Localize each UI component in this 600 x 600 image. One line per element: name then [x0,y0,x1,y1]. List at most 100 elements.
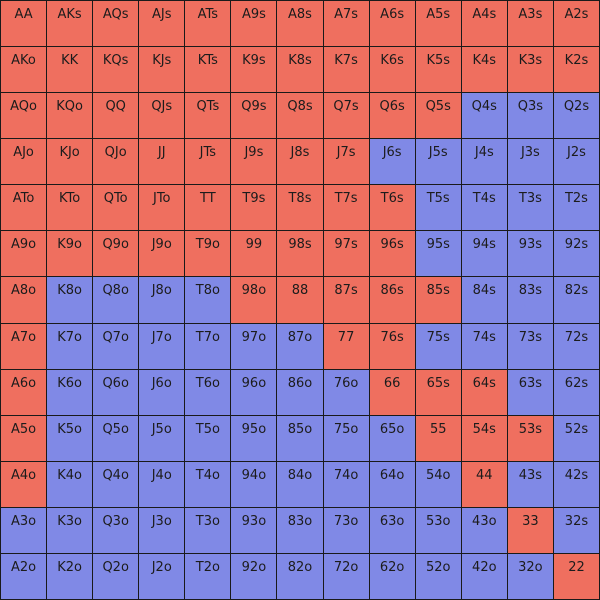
hand-cell: 83s [507,277,554,324]
hand-cell: K6s [369,47,416,94]
hand-cell: KTo [47,185,94,232]
hand-cell: K9s [231,47,278,94]
hand-cell: Q8o [93,277,140,324]
hand-cell: JTs [185,139,232,186]
hand-cell: A3o [1,507,48,554]
hand-cell: T5o [185,415,232,462]
hand-cell: Q7o [93,323,140,370]
hand-cell: 65s [415,369,462,416]
hand-cell: K8o [47,277,94,324]
hand-cell: 76s [369,323,416,370]
hand-cell: 44 [461,461,508,508]
hand-cell: KQo [47,93,94,140]
hand-cell: 53s [507,415,554,462]
hand-cell: 94s [461,231,508,278]
hand-cell: J8s [277,139,324,186]
hand-cell: A3s [507,1,554,48]
hand-cell: 94o [231,461,278,508]
hand-cell: 87o [277,323,324,370]
hand-cell: J4o [139,461,186,508]
hand-cell: K6o [47,369,94,416]
hand-cell: KJo [47,139,94,186]
hand-cell: 98s [277,231,324,278]
hand-cell: Q2s [553,93,600,140]
hand-cell: 63s [507,369,554,416]
hand-cell: 92o [231,553,278,600]
hand-cell: QQ [93,93,140,140]
hand-cell: K5s [415,47,462,94]
hand-cell: T2s [553,185,600,232]
hand-cell: Q6s [369,93,416,140]
hand-cell: 43s [507,461,554,508]
hand-cell: J3s [507,139,554,186]
hand-cell: K3s [507,47,554,94]
hand-cell: A8s [277,1,324,48]
hand-cell: 82s [553,277,600,324]
hand-cell: QTo [93,185,140,232]
hand-cell: 52o [415,553,462,600]
hand-cell: 55 [415,415,462,462]
hand-cell: 52s [553,415,600,462]
hand-cell: 75o [323,415,370,462]
hand-cell: A5o [1,415,48,462]
hand-cell: AKs [47,1,94,48]
hand-cell: JTo [139,185,186,232]
hand-cell: T7s [323,185,370,232]
hand-cell: A5s [415,1,462,48]
hand-cell: 54o [415,461,462,508]
hand-cell: A6s [369,1,416,48]
hand-cell: T9o [185,231,232,278]
hand-cell: 95o [231,415,278,462]
hand-cell: T4s [461,185,508,232]
hand-cell: Q3o [93,507,140,554]
hand-cell: 63o [369,507,416,554]
hand-cell: A8o [1,277,48,324]
hand-cell: 62s [553,369,600,416]
hand-cell: J9o [139,231,186,278]
hand-cell: Q8s [277,93,324,140]
hand-cell: 85o [277,415,324,462]
hand-cell: K7s [323,47,370,94]
hand-cell: Q4s [461,93,508,140]
hand-cell: 64s [461,369,508,416]
hand-cell: Q5o [93,415,140,462]
hand-cell: K2s [553,47,600,94]
hand-cell: Q9s [231,93,278,140]
hand-cell: A4o [1,461,48,508]
hand-cell: T3o [185,507,232,554]
hand-cell: J5s [415,139,462,186]
hand-cell: J6o [139,369,186,416]
hand-cell: 97o [231,323,278,370]
hand-cell: 88 [277,277,324,324]
hand-cell: A7s [323,1,370,48]
hand-cell: 84o [277,461,324,508]
hand-cell: 76o [323,369,370,416]
hand-cell: AQs [93,1,140,48]
hand-cell: Q4o [93,461,140,508]
hand-cell: TT [185,185,232,232]
hand-cell: T6s [369,185,416,232]
hand-cell: 96o [231,369,278,416]
hand-cell: A2s [553,1,600,48]
hand-cell: T8s [277,185,324,232]
hand-cell: A9s [231,1,278,48]
hand-cell: J7o [139,323,186,370]
hand-cell: KTs [185,47,232,94]
hand-cell: 98o [231,277,278,324]
hand-cell: 32s [553,507,600,554]
hand-cell: QTs [185,93,232,140]
hand-cell: J8o [139,277,186,324]
hand-cell: 53o [415,507,462,554]
hand-cell: AJs [139,1,186,48]
hand-cell: ATs [185,1,232,48]
hand-cell: 86s [369,277,416,324]
hand-cell: 64o [369,461,416,508]
hand-cell: A6o [1,369,48,416]
hand-cell: 73s [507,323,554,370]
hand-cell: KQs [93,47,140,94]
hand-cell: T2o [185,553,232,600]
hand-cell: 66 [369,369,416,416]
hand-cell: J4s [461,139,508,186]
hand-cell: 42o [461,553,508,600]
hand-cell: AJo [1,139,48,186]
